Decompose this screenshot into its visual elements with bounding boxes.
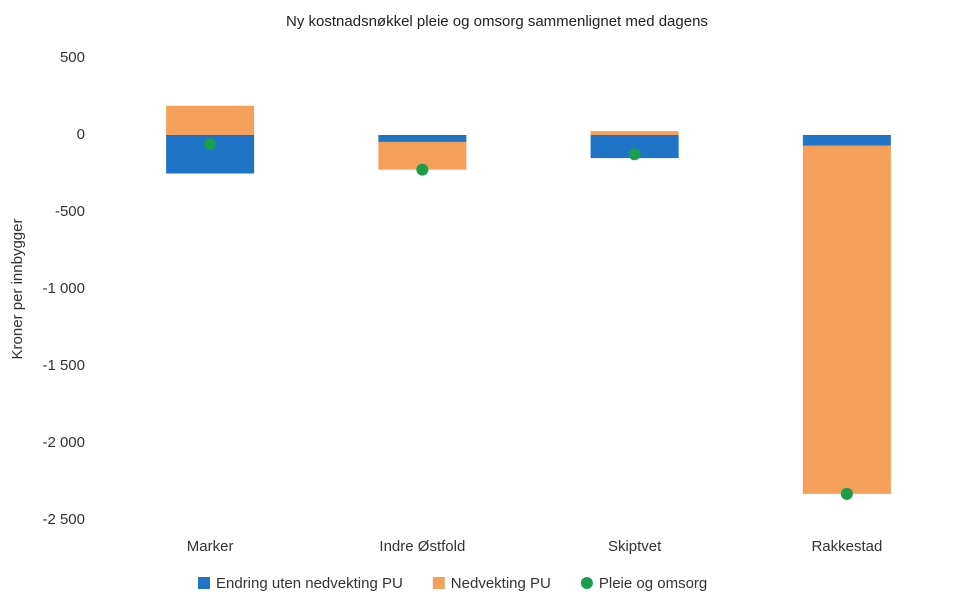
x-tick-label: Rakkestad — [811, 538, 882, 555]
y-tick-label: -2 000 — [42, 434, 85, 451]
bar — [590, 131, 679, 135]
bar — [802, 135, 891, 146]
dot — [416, 163, 429, 176]
legend-label: Pleie og omsorg — [599, 575, 707, 592]
x-tick-label: Indre Østfold — [379, 538, 465, 555]
y-tick-label: -1 500 — [42, 357, 85, 374]
y-tick-label: -2 500 — [42, 511, 85, 528]
y-tick-label: 500 — [60, 49, 85, 66]
bar — [590, 135, 679, 159]
dot — [628, 148, 641, 161]
dot — [840, 487, 853, 500]
bar — [378, 135, 467, 142]
legend-label: Nedvekting PU — [451, 575, 551, 592]
x-tick-label: Skiptvet — [608, 538, 662, 555]
dot — [204, 138, 217, 151]
legend-marker — [198, 577, 210, 589]
legend-marker — [432, 577, 445, 589]
chart-title: Ny kostnadsnøkkel pleie og omsorg sammen… — [286, 13, 708, 30]
y-tick-label: 0 — [77, 126, 85, 143]
y-tick-label: -500 — [55, 203, 85, 220]
bar — [166, 105, 255, 135]
bar — [802, 145, 891, 494]
y-axis-label: Kroner per innbygger — [9, 219, 26, 360]
x-tick-label: Marker — [187, 538, 234, 555]
y-tick-label: -1 000 — [42, 280, 85, 297]
legend-label: Endring uten nedvekting PU — [216, 575, 403, 592]
legend-marker — [580, 577, 593, 589]
